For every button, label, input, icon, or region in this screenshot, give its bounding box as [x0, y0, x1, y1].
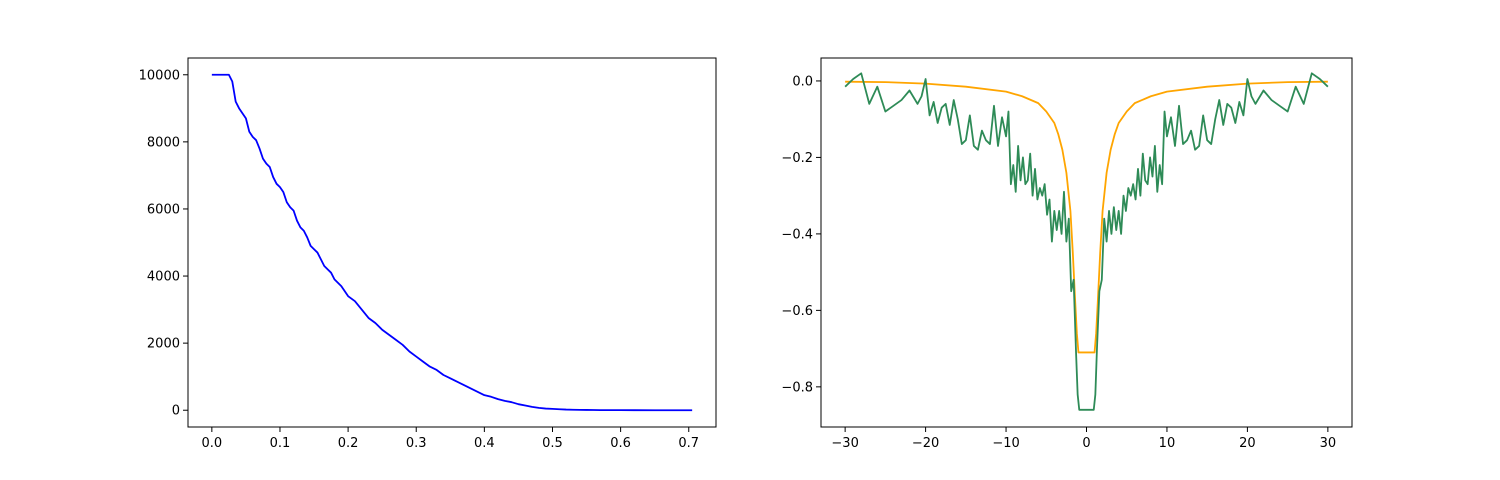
y-tick-label: −0.8 [781, 380, 813, 395]
x-tick-label: −30 [831, 436, 858, 451]
x-tick-label: 0.3 [406, 436, 427, 451]
y-tick-label: 0 [172, 404, 180, 419]
series-line-1-0 [845, 80, 1328, 354]
y-tick-label: −0.6 [781, 304, 813, 319]
y-tick-label: −0.4 [781, 227, 813, 242]
x-tick-label: 0.0 [202, 436, 223, 451]
y-tick-label: 10000 [139, 68, 180, 83]
x-tick-label: 0.2 [338, 436, 359, 451]
x-tick-label: 0 [1082, 436, 1090, 451]
x-tick-label: 0.7 [678, 436, 699, 451]
y-tick-label: 4000 [147, 270, 180, 285]
right-plot: −30 −20 −10 0 10 20 30 0.0 −0.2 −0.4 −0.6 −0.8 [781, 57, 1353, 451]
y-tick-label: 2000 [147, 337, 180, 352]
x-tick-label: 0.4 [474, 436, 495, 451]
axes-frame [187, 57, 717, 428]
x-tick-label: 30 [1320, 436, 1337, 451]
x-tick-label: 10 [1159, 436, 1176, 451]
y-tick-label: 0.0 [792, 74, 813, 89]
series-line-1-1 [844, 72, 1329, 411]
x-tick-label: 20 [1239, 436, 1256, 451]
x-tick-label: −20 [912, 436, 939, 451]
left-plot: 0.0 0.1 0.2 0.3 0.4 0.5 0.6 0.7 0 2000 4000 6000 800… [139, 57, 717, 451]
x-tick-label: 0.6 [610, 436, 631, 451]
series-line-0-0 [211, 73, 693, 412]
y-tick-label: 8000 [147, 135, 180, 150]
y-tick-label: 6000 [147, 202, 180, 217]
x-tick-label: 0.1 [270, 436, 291, 451]
x-tick-label: 0.5 [542, 436, 563, 451]
y-tick-label: −0.2 [781, 151, 813, 166]
x-tick-label: −10 [992, 436, 1019, 451]
